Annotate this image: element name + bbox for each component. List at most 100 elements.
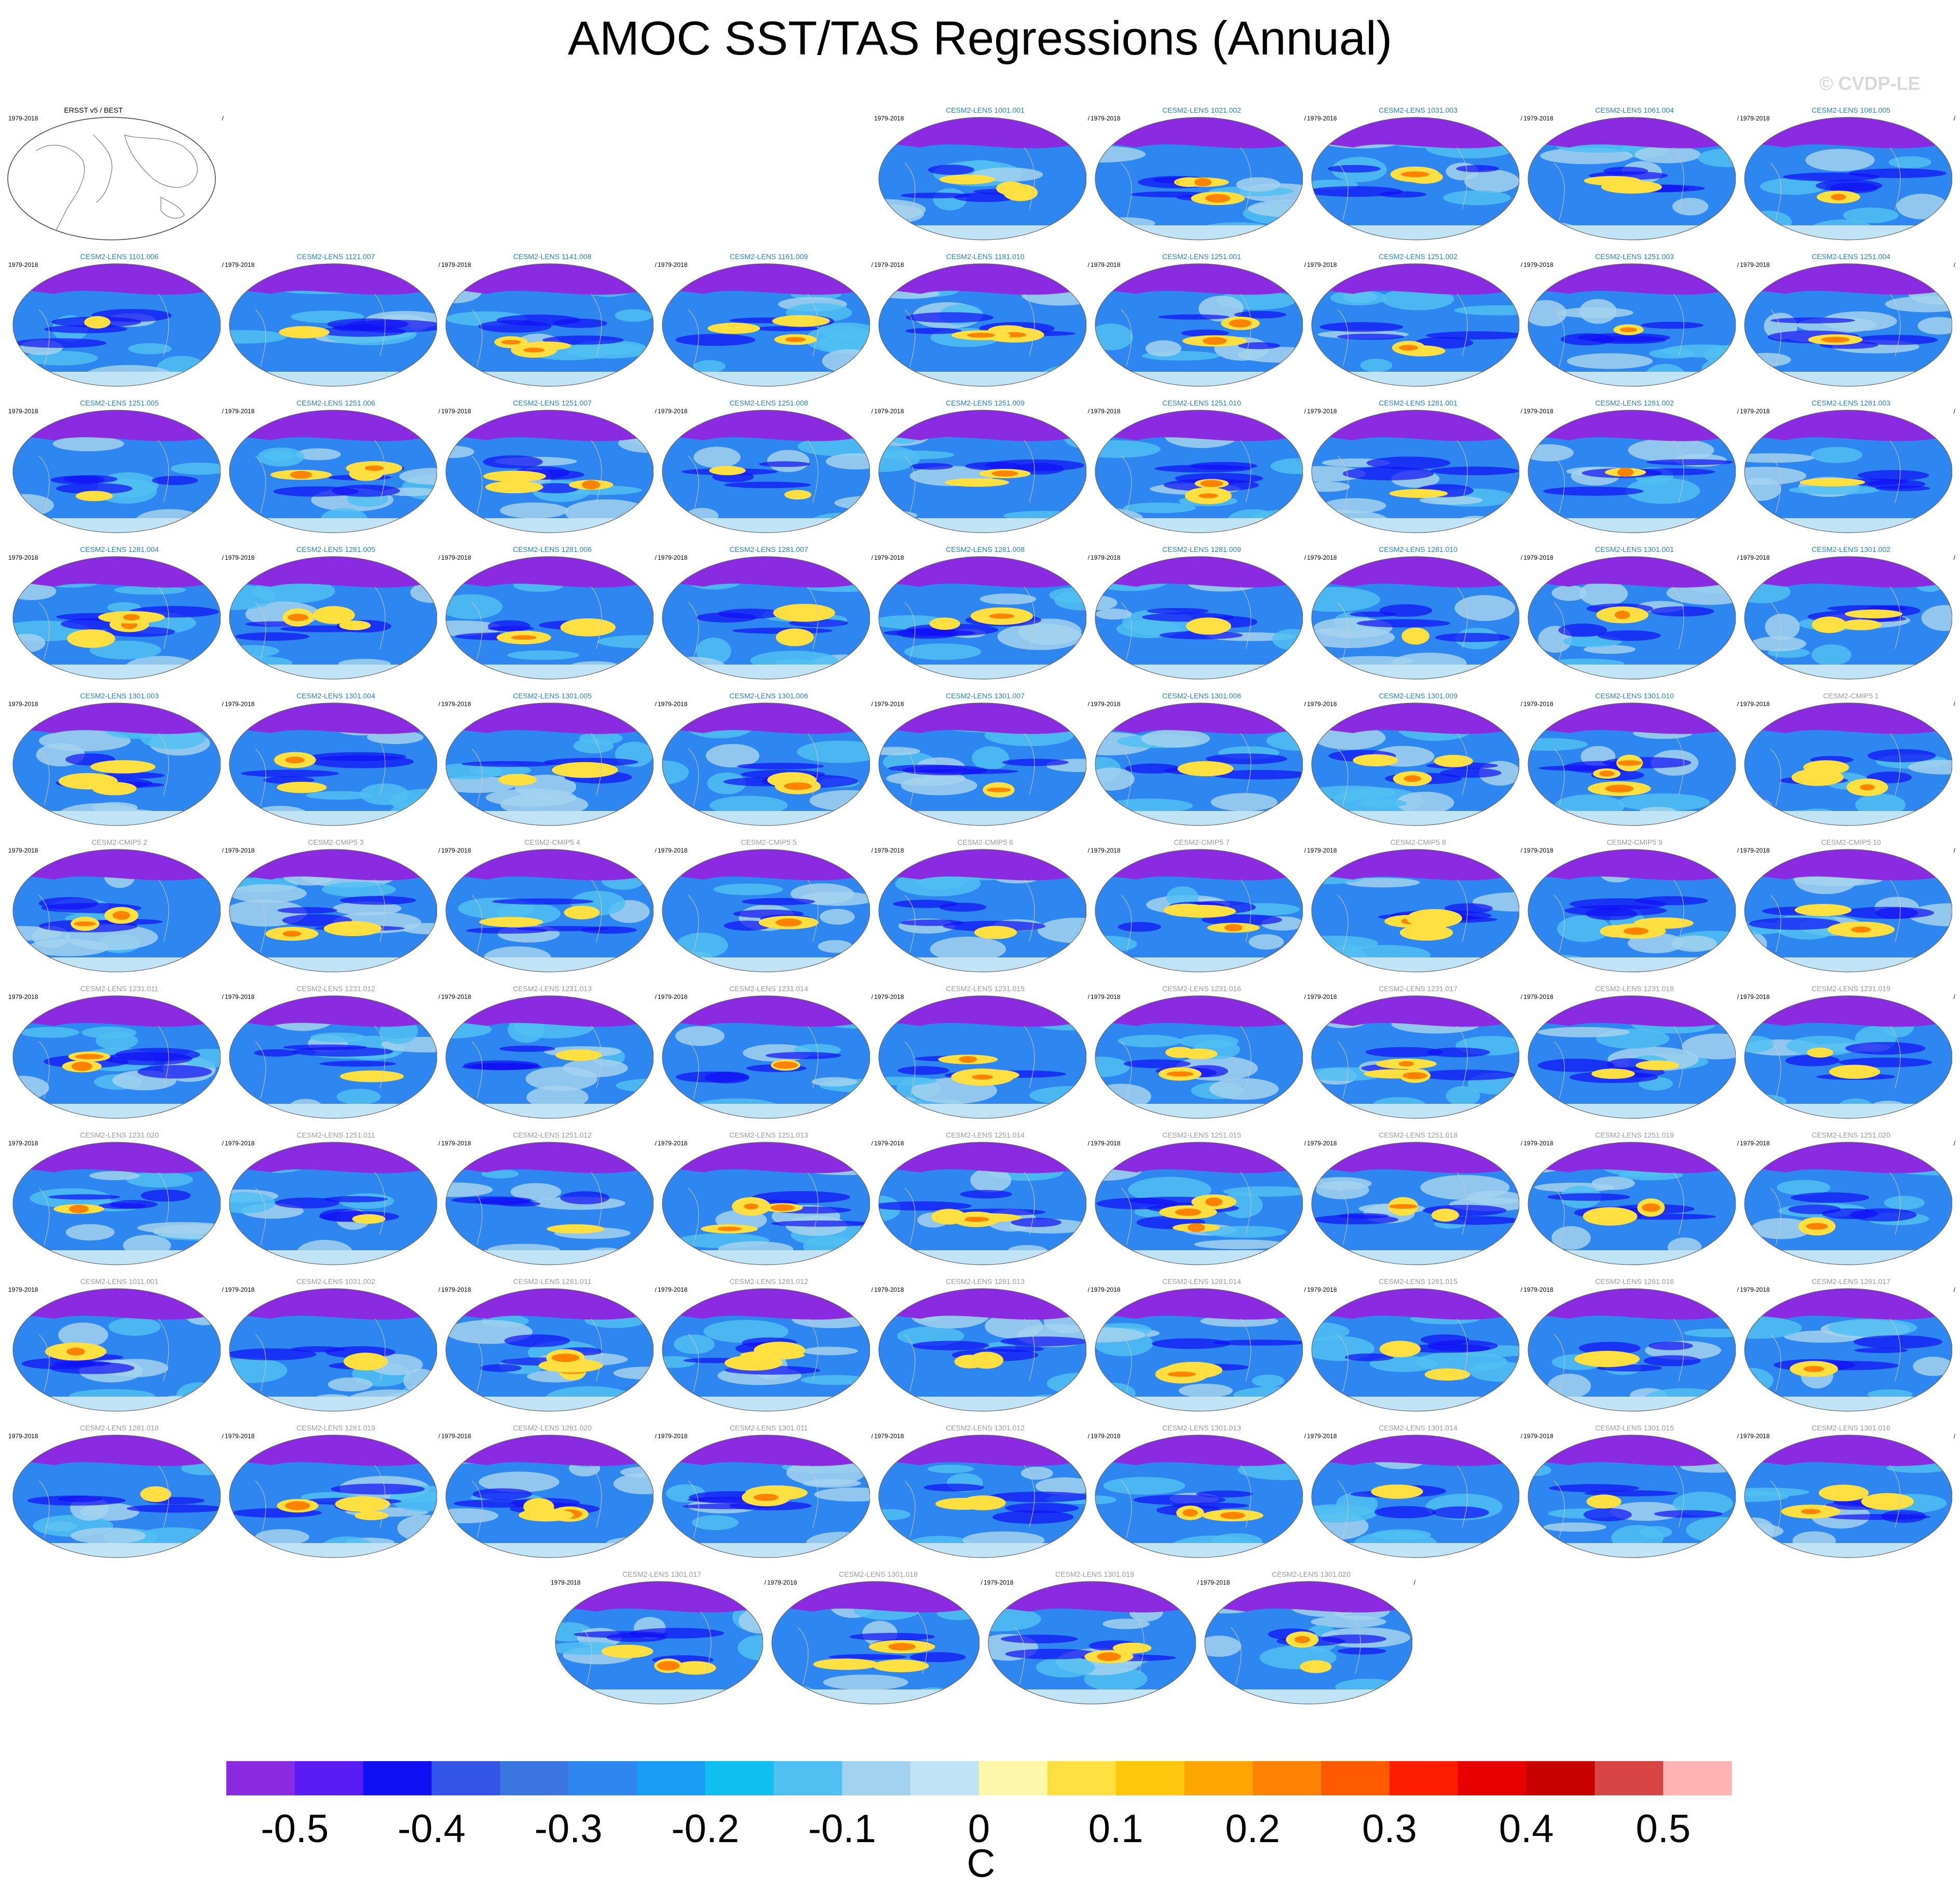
model-map-panel: 1979-2018 / CESM2-LENS 1231.020 — [5, 1129, 224, 1269]
panel-title: CESM2-LENS 1231.016 — [1162, 984, 1241, 993]
map-graphic — [12, 849, 221, 972]
model-map-panel: 1979-2018/CESM2-LENS 1251.011 — [222, 1129, 440, 1269]
period-label: 1979-2018 — [1523, 115, 1554, 122]
map-graphic — [12, 410, 221, 533]
period-label: 1979-2018 — [1523, 1140, 1554, 1147]
period-label: 1979-2018 — [874, 993, 904, 1000]
map-graphic — [1744, 1142, 1952, 1265]
model-map-panel: 1979-2018/CESM2-LENS 1231.018 — [1520, 982, 1739, 1123]
panel-title: CESM2-LENS 1251.009 — [946, 399, 1025, 407]
map-graphic — [878, 995, 1086, 1119]
period-label: 1979-2018 — [441, 1286, 471, 1293]
period-label: 1979-2018 — [1740, 993, 1770, 1000]
period-label: 1979-2018 — [1091, 408, 1121, 415]
map-graphic — [1311, 263, 1519, 387]
panel-title: CESM2-LENS 1011.001 — [80, 1277, 159, 1286]
model-map-panel: 1979-2018/CESM2-CMIP5 5 — [655, 836, 873, 976]
panel-title: CESM2-LENS 1281.019 — [296, 1424, 375, 1432]
colorbar-tick-label: 0.5 — [1636, 1807, 1691, 1851]
separator-mark: / — [1737, 554, 1739, 561]
panel-title: CESM2-LENS 1021.002 — [1162, 106, 1241, 114]
period-label: 1979-2018 — [658, 408, 688, 415]
separator-mark: / — [1304, 554, 1306, 561]
model-map-panel: 1979-2018/CESM2-LENS 1031.003 — [1304, 104, 1522, 244]
model-map-panel: 1979-2018 / CESM2-LENS 1231.015 — [871, 982, 1090, 1123]
panel-title: CESM2-LENS 1301.018 — [839, 1570, 918, 1578]
panel-title: CESM2-LENS 1281.012 — [729, 1277, 808, 1286]
map-graphic — [445, 1435, 654, 1558]
map-graphic — [1311, 117, 1519, 240]
panel-title: CESM2-LENS 1301.013 — [1162, 1424, 1241, 1432]
colorbar-segment — [1321, 1761, 1390, 1795]
map-graphic — [1744, 849, 1952, 972]
separator-mark: / — [1087, 993, 1090, 1000]
panel-title: CESM2-LENS 1231.012 — [296, 984, 375, 993]
map-graphic — [1095, 117, 1303, 240]
model-map-panel: 1979-2018 / CESM2-LENS 1301.017 — [548, 1568, 766, 1708]
colorbar-segment — [1047, 1761, 1117, 1795]
period-label: 1979-2018 — [658, 847, 688, 854]
panel-title: CESM2-CMIP5 7 — [1174, 838, 1230, 846]
separator-mark: / — [1520, 115, 1522, 122]
model-map-panel: 1979-2018/CESM2-CMIP5 7 — [1087, 836, 1306, 976]
panel-title: CESM2-LENS 1251.019 — [1595, 1131, 1674, 1139]
period-label: 1979-2018 — [1307, 700, 1337, 708]
panel-title: CESM2-LENS 1281.016 — [1595, 1277, 1674, 1286]
separator-mark: / — [222, 408, 224, 415]
separator-mark: / — [1304, 115, 1306, 122]
period-label: 1979-2018 — [225, 261, 255, 268]
panel-title: CESM2-LENS 1281.015 — [1379, 1277, 1458, 1286]
panel-title: CESM2-LENS 1231.015 — [946, 984, 1025, 993]
separator-mark: / — [655, 1432, 657, 1440]
map-graphic — [1744, 410, 1952, 533]
separator-mark: / — [1953, 847, 1955, 854]
colorbar-segment — [773, 1761, 842, 1795]
separator-mark: / — [438, 408, 440, 415]
period-label: 1979-2018 — [658, 261, 688, 268]
map-graphic — [1528, 1435, 1736, 1558]
separator-mark: / — [438, 1432, 440, 1440]
separator-mark: / — [871, 408, 873, 415]
separator-mark: / — [1953, 700, 1955, 708]
period-label: 1979-2018 — [658, 1286, 688, 1293]
map-graphic — [878, 410, 1086, 533]
period-label: 1979-2018 — [441, 408, 471, 415]
map-graphic — [1528, 849, 1736, 972]
period-label: 1979-2018 — [1091, 1140, 1121, 1147]
panel-title: CESM2-LENS 1001.001 — [946, 106, 1025, 114]
period-label: 1979-2018 — [8, 408, 38, 415]
colorbar-segment — [294, 1761, 364, 1795]
separator-mark: / — [655, 261, 657, 268]
map-graphic — [1095, 995, 1303, 1119]
separator-mark: / — [1953, 993, 1955, 1000]
panel-title: CESM2-LENS 1251.010 — [1162, 399, 1241, 407]
model-map-panel: 1979-2018/CESM2-CMIP5 4 — [438, 836, 657, 976]
map-graphic — [1528, 556, 1736, 680]
model-map-panel: 1979-2018/CESM2-LENS 1251.001 — [1087, 250, 1306, 390]
model-map-panel: 1979-2018/CESM2-LENS 1301.001 — [1520, 543, 1739, 683]
map-graphic — [445, 1288, 654, 1412]
separator-mark: / — [1087, 408, 1090, 415]
panel-title: CESM2-LENS 1301.001 — [1595, 545, 1674, 553]
separator-mark: / — [1737, 1286, 1739, 1293]
model-map-panel: 1979-2018/CESM2-LENS 1301.006 — [655, 689, 873, 830]
separator-mark: / — [871, 261, 873, 268]
period-label: 1979-2018 — [8, 554, 38, 561]
period-label: 1979-2018 — [874, 261, 904, 268]
map-graphic — [662, 1288, 870, 1412]
model-map-panel: 1979-2018/CESM2-LENS 1281.008 — [871, 543, 1090, 683]
model-map-panel: 1979-2018/CESM2-LENS 1301.010 — [1520, 689, 1739, 830]
map-graphic — [445, 556, 654, 680]
panel-title: CESM2-LENS 1301.010 — [1595, 692, 1674, 700]
separator-mark: / — [1953, 1432, 1955, 1440]
panel-title: CESM2-LENS 1281.020 — [513, 1424, 592, 1432]
panel-title: CESM2-CMIP5 4 — [524, 838, 580, 846]
separator-mark: / — [655, 1140, 657, 1147]
model-map-panel: 1979-2018/CESM2-LENS 1251.003 — [1520, 250, 1739, 390]
colorbar-segment — [1458, 1761, 1527, 1795]
period-label: 1979-2018 — [984, 1579, 1014, 1586]
separator-mark: / — [1304, 408, 1306, 415]
separator-mark: / — [1087, 1432, 1090, 1440]
map-graphic — [1744, 702, 1952, 826]
separator-mark: / — [1304, 1286, 1306, 1293]
